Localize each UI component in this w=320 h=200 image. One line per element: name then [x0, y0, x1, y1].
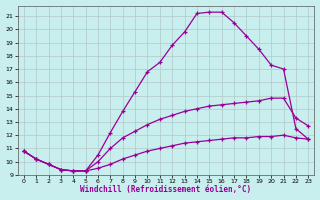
X-axis label: Windchill (Refroidissement éolien,°C): Windchill (Refroidissement éolien,°C) [80, 185, 252, 194]
